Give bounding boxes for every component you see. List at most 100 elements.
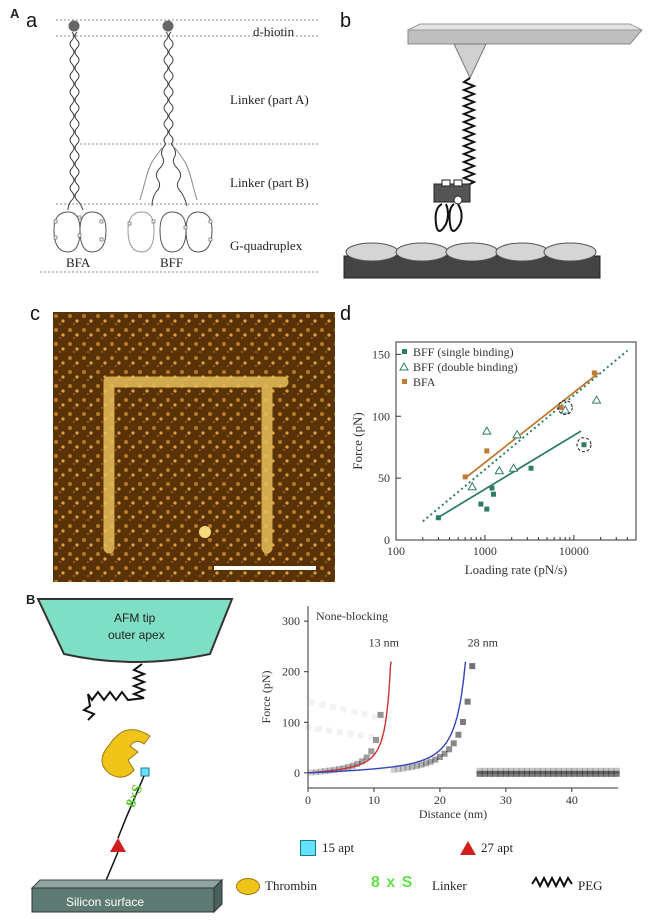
y-tick-label: 100 xyxy=(282,715,300,729)
density-cell xyxy=(357,732,364,739)
panel-a-diagram xyxy=(40,19,318,273)
panel-c-afm-image xyxy=(53,312,335,582)
density-cell xyxy=(603,767,610,774)
density-cell xyxy=(481,770,488,777)
density-cell xyxy=(523,770,530,777)
data-point xyxy=(512,429,522,439)
contour-length-label: 13 nm xyxy=(369,635,400,649)
surface-label: Silicon surface xyxy=(66,895,145,909)
panel-d-chart: 100 1000 10000 0 50 100 150 Loading rate (pN/s)… xyxy=(350,341,637,577)
density-cell xyxy=(436,754,443,761)
density-cell xyxy=(576,770,583,777)
density-cell xyxy=(345,764,352,771)
density-cell xyxy=(340,706,347,713)
density-cell xyxy=(349,762,356,769)
density-cell xyxy=(347,730,354,737)
legend-label: BFF (double binding) xyxy=(413,360,518,374)
scale-bar xyxy=(214,566,316,570)
density-cell xyxy=(354,760,361,767)
data-point xyxy=(478,501,484,507)
data-point xyxy=(591,370,597,376)
density-cell xyxy=(576,767,583,774)
density-cell xyxy=(464,698,471,705)
density-cell xyxy=(492,767,499,774)
label-linker-b: Linker (part B) xyxy=(230,175,309,190)
density-cell xyxy=(529,767,536,774)
y-tick-label: 150 xyxy=(372,347,390,361)
legend-label: BFA xyxy=(413,375,436,389)
density-cell xyxy=(550,770,557,777)
density-cell xyxy=(450,740,457,747)
panel-B-schematic: 8×S xyxy=(30,598,234,914)
density-cell xyxy=(487,770,494,777)
density-cell xyxy=(518,770,525,777)
legend-marker xyxy=(402,379,407,384)
density-cell xyxy=(597,767,604,774)
density-cell xyxy=(497,770,504,777)
label-g-quadruplex: G-quadruplex xyxy=(230,238,303,253)
density-cell xyxy=(455,731,462,738)
density-cell xyxy=(560,770,567,777)
density-cell xyxy=(513,770,520,777)
legend-27-apt: 27 apt xyxy=(481,840,514,855)
label-linker-a: Linker (part A) xyxy=(230,92,309,107)
density-cell xyxy=(372,736,379,743)
density-cell xyxy=(432,756,439,763)
data-point xyxy=(489,485,495,491)
y-axis-label: Force (pN) xyxy=(350,412,365,469)
legend-peg: PEG xyxy=(578,878,603,893)
cantilever xyxy=(407,29,644,45)
panel-label-b: b xyxy=(340,10,352,32)
wlc-fit-curve xyxy=(308,661,467,774)
chart-title: None-blocking xyxy=(316,609,388,623)
density-cell xyxy=(492,770,499,777)
y-tick-label: 100 xyxy=(372,409,390,423)
density-cell xyxy=(404,764,411,771)
density-cell xyxy=(368,748,375,755)
apt27-marker xyxy=(110,838,126,852)
apt15-marker xyxy=(140,767,150,777)
linker-spring xyxy=(461,77,477,187)
data-point xyxy=(508,463,519,472)
density-cell xyxy=(571,767,578,774)
density-cell xyxy=(582,770,589,777)
panel-label-d: d xyxy=(340,303,352,325)
data-point xyxy=(484,448,490,454)
tip-label-2: outer apex xyxy=(108,628,165,642)
density-cell xyxy=(613,770,620,777)
y-tick-label: 50 xyxy=(378,471,390,485)
density-cell xyxy=(361,711,368,718)
data-point xyxy=(528,465,534,471)
label-bfa: BFA xyxy=(66,255,91,270)
density-cell xyxy=(359,758,366,765)
density-cell xyxy=(508,767,515,774)
label-bff: BFF xyxy=(160,255,184,270)
density-cell xyxy=(418,761,425,768)
tip-label-1: AFM tip xyxy=(114,611,156,625)
density-cell xyxy=(518,767,525,774)
density-cell xyxy=(441,750,448,757)
density-cell xyxy=(603,770,610,777)
x-tick-label: 0 xyxy=(305,793,311,807)
density-cell xyxy=(566,770,573,777)
thrombin-shape xyxy=(101,729,151,778)
y-tick-label: 0 xyxy=(384,533,390,547)
density-cell xyxy=(460,719,466,726)
density-cell xyxy=(363,754,370,761)
density-cell xyxy=(587,770,594,777)
data-point xyxy=(558,405,564,411)
biotin-bead-bfa xyxy=(68,20,80,32)
density-cell xyxy=(326,727,333,734)
x-tick-label: 1000 xyxy=(473,544,497,558)
density-cell xyxy=(502,767,509,774)
density-cell xyxy=(368,734,375,741)
x-tick-label: 20 xyxy=(434,793,446,807)
density-cell xyxy=(592,767,599,774)
density-cell xyxy=(534,770,541,777)
density-cell xyxy=(597,770,604,777)
contour-length-label: 28 nm xyxy=(468,635,499,649)
density-cell xyxy=(427,758,434,765)
legend-label: BFF (single binding) xyxy=(413,345,514,359)
panel-label-c: c xyxy=(30,303,40,325)
x-tick-label: 10000 xyxy=(559,544,589,558)
